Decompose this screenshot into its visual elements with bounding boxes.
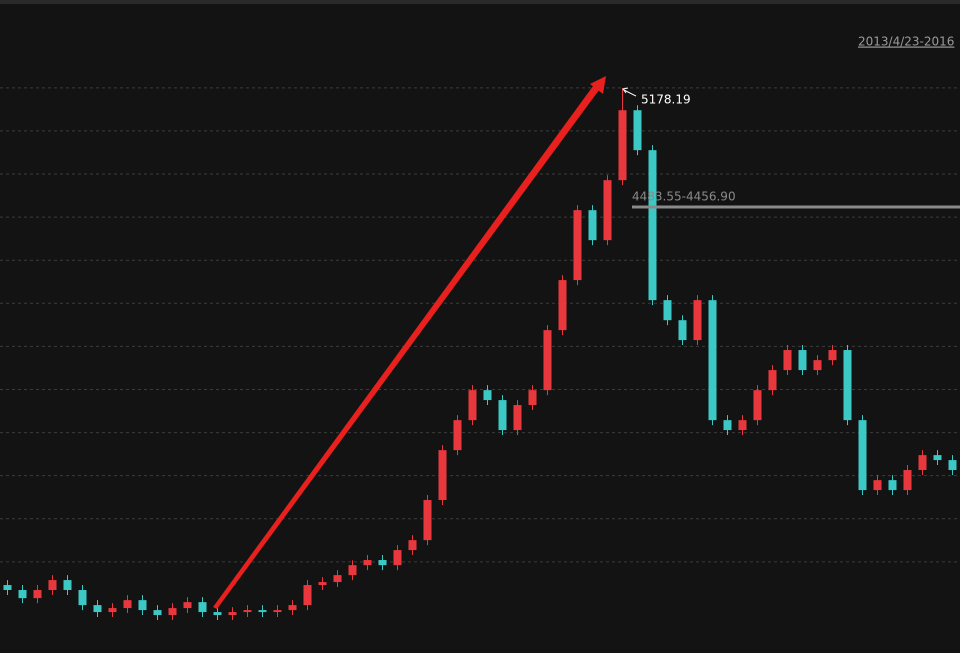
candle-body [738, 420, 747, 431]
date-range-label[interactable]: 2013/4/23-2016 [858, 35, 954, 49]
candle-body [213, 612, 222, 616]
candle-body [393, 550, 402, 566]
candle-body [243, 610, 252, 613]
candle-body [753, 390, 762, 421]
candle-body [918, 455, 927, 471]
grid [0, 87, 960, 563]
candle-body [423, 500, 432, 541]
candle-body [903, 470, 912, 491]
peak-label: 5178.19 [641, 93, 691, 107]
trend-arrow-head [590, 76, 606, 94]
candle-body [873, 480, 882, 491]
candle-body [768, 370, 777, 391]
candle-body [468, 390, 477, 421]
candle-body [63, 580, 72, 591]
candle-body [123, 600, 132, 609]
candle-body [498, 400, 507, 431]
candle-body [318, 582, 327, 586]
candle-body [48, 580, 57, 591]
candle-body [558, 280, 567, 331]
candle-body [813, 360, 822, 371]
candle-body [783, 350, 792, 371]
candle-body [153, 610, 162, 616]
candle-body [663, 300, 672, 321]
peak-pointer [623, 89, 637, 97]
peak-pointer-head [622, 87, 629, 94]
candle-body [273, 610, 282, 613]
trend-arrow [213, 82, 602, 609]
candle-body [708, 300, 717, 421]
candle-body [513, 405, 522, 431]
candle-body [798, 350, 807, 371]
candle-body [183, 602, 192, 609]
candle-body [858, 420, 867, 491]
candle-body [18, 590, 27, 599]
candle-body [378, 560, 387, 566]
candle-body [693, 300, 702, 341]
candle-body [603, 180, 612, 241]
top-bar [0, 0, 960, 4]
candle-body [93, 605, 102, 613]
candle-body [228, 612, 237, 616]
candle-body [828, 350, 837, 361]
candle-body [843, 350, 852, 421]
candle-body [198, 602, 207, 613]
candle-body [303, 585, 312, 606]
candle-body [723, 420, 732, 431]
candle-body [258, 610, 267, 613]
candle-body [3, 585, 12, 591]
candle-body [483, 390, 492, 401]
candle-body [363, 560, 372, 566]
candle-body [933, 455, 942, 461]
candle-body [633, 110, 642, 151]
candle-body [888, 480, 897, 491]
candles [3, 88, 957, 621]
candle-body [588, 210, 597, 241]
candle-body [348, 565, 357, 576]
candle-body [78, 590, 87, 606]
candle-body [33, 590, 42, 599]
candle-body [678, 320, 687, 341]
candle-body [288, 605, 297, 611]
candle-body [543, 330, 552, 391]
candle-body [168, 608, 177, 616]
candle-body [108, 608, 117, 613]
candle-body [138, 600, 147, 611]
candle-body [453, 420, 462, 451]
candle-body [948, 460, 957, 471]
price-range-label: 4483.55-4456.90 [632, 190, 736, 204]
candle-body [648, 150, 657, 301]
candle-body [438, 450, 447, 501]
candle-body [333, 575, 342, 583]
candle-body [408, 540, 417, 551]
candle-body [618, 110, 627, 181]
candle-body [528, 390, 537, 406]
candle-body [573, 210, 582, 281]
